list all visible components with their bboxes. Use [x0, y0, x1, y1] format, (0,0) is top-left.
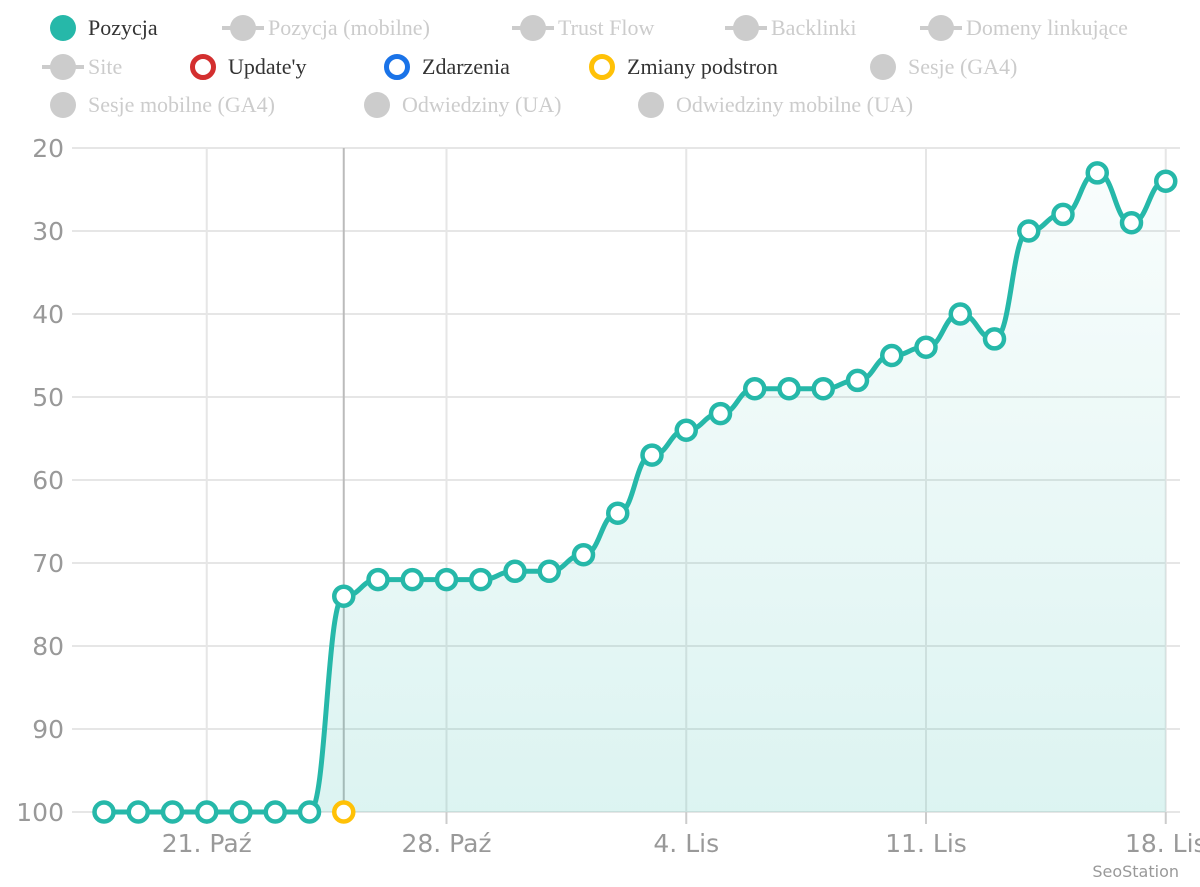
legend-label: Odwiedziny (UA)	[402, 92, 562, 117]
data-point[interactable]	[571, 542, 596, 567]
legend-dot-marker-icon	[50, 15, 76, 41]
legend-ring-marker-icon	[384, 54, 410, 80]
data-point[interactable]	[1051, 202, 1075, 227]
x-tick-label: 4. Lis	[653, 829, 719, 858]
legend-ring-marker-icon	[190, 54, 216, 80]
legend-item-odwiedziny-ua[interactable]: Odwiedziny (UA)	[364, 92, 561, 118]
data-point[interactable]	[606, 501, 630, 525]
event-point[interactable]	[332, 800, 356, 824]
data-point[interactable]	[1119, 210, 1144, 235]
x-tick-label: 11. Lis	[885, 829, 967, 858]
data-point[interactable]	[434, 567, 459, 592]
legend-label: Update'y	[228, 54, 307, 79]
y-tick-label: 40	[32, 300, 64, 329]
data-point[interactable]	[263, 800, 287, 824]
data-point[interactable]	[640, 443, 664, 467]
data-point[interactable]	[982, 327, 1007, 351]
data-point[interactable]	[743, 376, 767, 401]
legend-label: Pozycja (mobilne)	[268, 15, 430, 40]
data-point[interactable]	[469, 567, 493, 592]
x-tick-label: 21. Paź	[162, 829, 252, 858]
axes: 20 30 40 50 60 70 80 90 100 21. Paź 28. Paź 4. Lis 1…	[16, 134, 1200, 858]
data-point[interactable]	[777, 376, 801, 401]
legend-dot-marker-icon	[50, 92, 76, 118]
legend-item-sesje-mobilne-ga4[interactable]: Sesje mobilne (GA4)	[50, 92, 275, 118]
legend-label: Domeny linkujące	[966, 15, 1128, 40]
legend-item-odwiedziny-mobilne-ua[interactable]: Odwiedziny mobilne (UA)	[638, 92, 913, 118]
legend-item-pozycja-mobilne[interactable]: Pozycja (mobilne)	[222, 15, 430, 41]
y-tick-label: 70	[32, 549, 64, 578]
data-point[interactable]	[811, 376, 835, 401]
legend-item-zmiany-podstron[interactable]: Zmiany podstron	[589, 54, 778, 80]
legend-dot-marker-icon	[364, 92, 390, 118]
data-point[interactable]	[332, 584, 356, 608]
data-point[interactable]	[674, 418, 698, 442]
y-tick-label: 50	[32, 383, 64, 412]
legend-label: Zdarzenia	[422, 54, 510, 79]
legend-item-sesje-ga4[interactable]: Sesje (GA4)	[870, 54, 1017, 80]
data-point[interactable]	[126, 800, 150, 824]
legend-label: Pozycja	[88, 15, 158, 40]
legend-item-domeny-linkujące[interactable]: Domeny linkujące	[920, 15, 1128, 41]
chart-legend: Pozycja Pozycja (mobilne) Trust Flow Backli…	[0, 0, 1200, 130]
legend-line-marker-icon	[222, 15, 264, 41]
data-point[interactable]	[229, 800, 253, 824]
data-point[interactable]	[195, 800, 219, 824]
data-point[interactable]	[400, 567, 424, 592]
series-layer	[92, 161, 1178, 824]
legend-line-marker-icon	[42, 54, 84, 80]
legend-label: Trust Flow	[558, 15, 655, 40]
legend-label: Site	[88, 54, 123, 79]
data-point[interactable]	[366, 567, 390, 592]
legend-label: Sesje mobilne (GA4)	[88, 92, 275, 117]
data-point[interactable]	[845, 368, 870, 393]
legend-item-trust-flow[interactable]: Trust Flow	[512, 15, 655, 41]
data-point[interactable]	[708, 401, 733, 426]
data-point[interactable]	[92, 800, 116, 824]
x-tick-label: 18. Lis	[1125, 829, 1200, 858]
data-point[interactable]	[537, 559, 561, 584]
legend-item-zdarzenia[interactable]: Zdarzenia	[384, 54, 510, 80]
y-tick-label: 30	[32, 217, 64, 246]
y-tick-label: 90	[32, 715, 64, 744]
data-point[interactable]	[503, 559, 527, 584]
legend-dot-marker-icon	[638, 92, 664, 118]
legend-line-marker-icon	[725, 15, 767, 41]
legend-line-marker-icon	[512, 15, 554, 41]
legend-item-site[interactable]: Site	[42, 54, 123, 80]
legend-line-marker-icon	[920, 15, 962, 41]
legend-dot-marker-icon	[870, 54, 896, 80]
y-tick-label: 20	[32, 134, 64, 163]
legend-label: Backlinki	[771, 15, 857, 40]
legend-item-backlinki[interactable]: Backlinki	[725, 15, 857, 41]
credit-text[interactable]: SeoStation	[1092, 862, 1179, 881]
legend-item-update-y[interactable]: Update'y	[190, 54, 307, 80]
legend-label: Zmiany podstron	[627, 54, 778, 79]
y-tick-label: 60	[32, 466, 64, 495]
data-point[interactable]	[1154, 169, 1178, 193]
x-tick-label: 28. Paź	[401, 829, 491, 858]
legend-item-pozycja[interactable]: Pozycja	[50, 15, 158, 41]
data-point[interactable]	[1017, 219, 1041, 243]
legend-label: Sesje (GA4)	[908, 54, 1018, 79]
y-tick-label: 80	[32, 632, 64, 661]
data-point[interactable]	[880, 343, 904, 368]
data-point[interactable]	[914, 335, 938, 359]
data-point[interactable]	[160, 800, 185, 824]
y-tick-label: 100	[16, 798, 64, 827]
data-point[interactable]	[1085, 161, 1109, 185]
legend-label: Odwiedziny mobilne (UA)	[676, 92, 914, 117]
data-point[interactable]	[948, 302, 972, 326]
data-point[interactable]	[297, 800, 322, 824]
legend-ring-marker-icon	[589, 54, 615, 80]
